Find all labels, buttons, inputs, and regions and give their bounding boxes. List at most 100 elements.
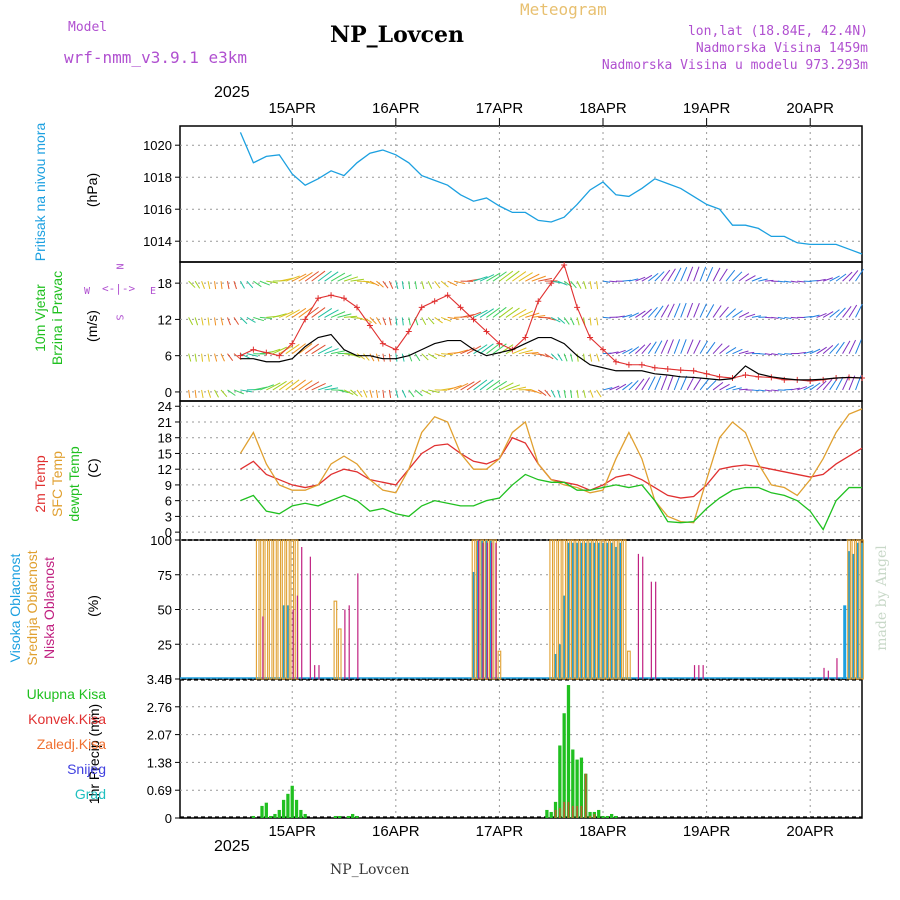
wind-arrow: [764, 389, 772, 392]
precip-legend-snow: Snijeg: [67, 761, 106, 777]
y-tick-label: 6: [165, 349, 172, 364]
wind-arrow: [272, 380, 287, 391]
wind-arrow: [557, 317, 566, 324]
wind-arrow: [563, 389, 567, 398]
precip-total-bar: [571, 749, 575, 818]
wind-arrow: [311, 382, 326, 391]
cloud-high-bar: [601, 542, 605, 679]
station-title: NP_Lovcen: [330, 22, 464, 48]
wind-arrow: [745, 351, 755, 355]
wind-arrow: [492, 306, 507, 318]
wind-arrow: [725, 308, 736, 318]
wind-arrow: [512, 308, 527, 318]
wind-arrow: [369, 353, 375, 362]
wind-arrow: [725, 269, 736, 282]
precip-total-bar: [601, 815, 605, 818]
top-year-label: 2025: [214, 84, 250, 101]
wind-arrow: [382, 353, 385, 362]
y-tick-label: 100: [150, 533, 172, 548]
wind-arrow: [220, 389, 228, 397]
wind-arrow: [395, 317, 398, 326]
wind-arrow: [207, 281, 211, 290]
wind-arrow: [233, 280, 237, 290]
y-tick-label: 1.38: [147, 755, 172, 770]
wind-arrow: [576, 353, 579, 362]
wind-arrow: [842, 375, 850, 391]
wind-gust-marker: [561, 262, 568, 269]
cloud-mid-bar: [471, 539, 476, 680]
wind-gust-marker: [250, 346, 257, 353]
wind-arrow: [479, 308, 495, 318]
wind-arrow: [460, 381, 475, 391]
wind-gust-marker: [418, 304, 425, 311]
wind-arrow: [797, 386, 808, 391]
compass-e: E: [150, 286, 157, 297]
wind-arrow: [848, 304, 858, 318]
y-tick-label: 24: [158, 399, 172, 414]
precip-conv-bar: [563, 801, 566, 818]
cloud-mid-bar: [337, 628, 342, 680]
wind-arrow: [376, 280, 384, 288]
wind-arrow: [492, 271, 507, 282]
cloud-mid-bar: [583, 539, 588, 680]
wind-arrow: [771, 353, 779, 356]
wind-arrow: [324, 309, 339, 318]
wind-arrow: [317, 346, 333, 355]
wind-arrow: [699, 378, 710, 391]
wind-arrow: [414, 353, 421, 362]
y-tick-label: 12: [158, 462, 172, 477]
precip-conv-bar: [593, 813, 596, 818]
bottom-day-label: 18APR: [579, 823, 627, 840]
wind-arrow: [479, 274, 495, 282]
wind-arrow: [777, 353, 786, 356]
wind-arrow: [272, 313, 287, 318]
wind-gust-marker: [328, 292, 335, 299]
wind-arrow: [363, 280, 375, 285]
wind-arrow: [544, 353, 554, 360]
precip-conv-bar: [554, 809, 557, 818]
panel-0: 1014 1016 1018 1020: [143, 125, 863, 263]
wind-arrow: [395, 389, 399, 398]
wind-arrow: [673, 303, 681, 318]
wind-arrow: [635, 310, 646, 318]
wind-arrow: [304, 343, 319, 355]
wind-arrow: [214, 281, 217, 290]
wind-arrow: [447, 280, 458, 287]
wind-arrow: [201, 317, 204, 326]
cloud-high-bar: [847, 551, 851, 679]
wind-arrow: [725, 385, 736, 391]
wind-gust-marker: [600, 346, 607, 353]
wind-arrow: [784, 353, 792, 355]
cloud-mid-bar: [273, 539, 277, 680]
y-tick-label: 1020: [143, 138, 172, 153]
wind-arrow: [324, 348, 339, 355]
wind-arrow: [719, 383, 730, 391]
wind-arrow: [589, 317, 592, 326]
precip-conv-bar: [580, 805, 583, 818]
wind-arrow: [473, 379, 488, 391]
wind-gust-marker: [587, 334, 594, 341]
wind-arrow: [822, 344, 834, 355]
cloud-high-bar: [566, 542, 570, 679]
wind-arrow: [479, 343, 494, 355]
wind-arrow: [563, 353, 568, 362]
wind-arrow: [298, 343, 313, 355]
cloud-mid-bar: [255, 539, 260, 680]
wind-arrow: [414, 281, 418, 290]
wind-arrow: [667, 339, 674, 354]
wind-arrow: [330, 272, 346, 282]
wind-arrow: [266, 280, 279, 284]
wind-arrow: [408, 281, 411, 290]
cloud-mid-bar: [268, 539, 273, 680]
wind-gust-marker: [548, 280, 555, 287]
wind-arrow: [751, 315, 762, 318]
wind-arrow: [816, 346, 827, 355]
wind-gust-marker: [366, 322, 373, 329]
cloud-mid-bar: [264, 539, 269, 680]
y-tick-label: 3.45: [147, 672, 172, 687]
wind-arrow: [188, 353, 192, 362]
wind-arrow: [453, 280, 466, 285]
wind-arrow: [764, 353, 773, 356]
wind-arrow: [369, 317, 377, 325]
